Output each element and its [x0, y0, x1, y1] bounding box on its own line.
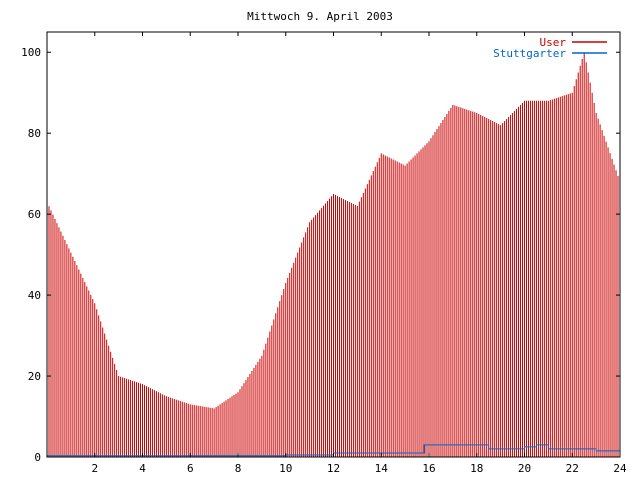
legend: User Stuttgarter: [493, 36, 607, 60]
y-tick-label: 20: [28, 370, 41, 383]
x-tick-label: 14: [375, 462, 389, 475]
legend-label-stuttgarter: Stuttgarter: [493, 47, 566, 60]
x-tick-label: 10: [279, 462, 292, 475]
x-tick-label: 8: [235, 462, 242, 475]
y-tick-label: 100: [21, 46, 41, 59]
y-tick-label: 0: [34, 451, 41, 464]
y-tick-label: 80: [28, 127, 41, 140]
x-tick-label: 6: [187, 462, 194, 475]
stuttgarter-line: [47, 444, 620, 457]
x-tick-label: 18: [470, 462, 483, 475]
x-tick-label: 12: [327, 462, 340, 475]
legend-label-user: User: [540, 36, 567, 49]
x-tick-label: 24: [613, 462, 627, 475]
x-axis: 2 4 6 8 10 12 14 16 18 20 22 24: [91, 32, 627, 475]
user-bars: [46, 52, 621, 457]
chart-title: Mittwoch 9. April 2003: [247, 10, 393, 23]
y-axis: 0 20 40 60 80 100: [21, 46, 620, 464]
x-tick-label: 2: [91, 462, 98, 475]
x-tick-label: 4: [139, 462, 146, 475]
x-tick-label: 22: [566, 462, 579, 475]
x-tick-label: 16: [422, 462, 435, 475]
y-tick-label: 60: [28, 208, 41, 221]
y-tick-label: 40: [28, 289, 41, 302]
x-tick-label: 20: [518, 462, 531, 475]
